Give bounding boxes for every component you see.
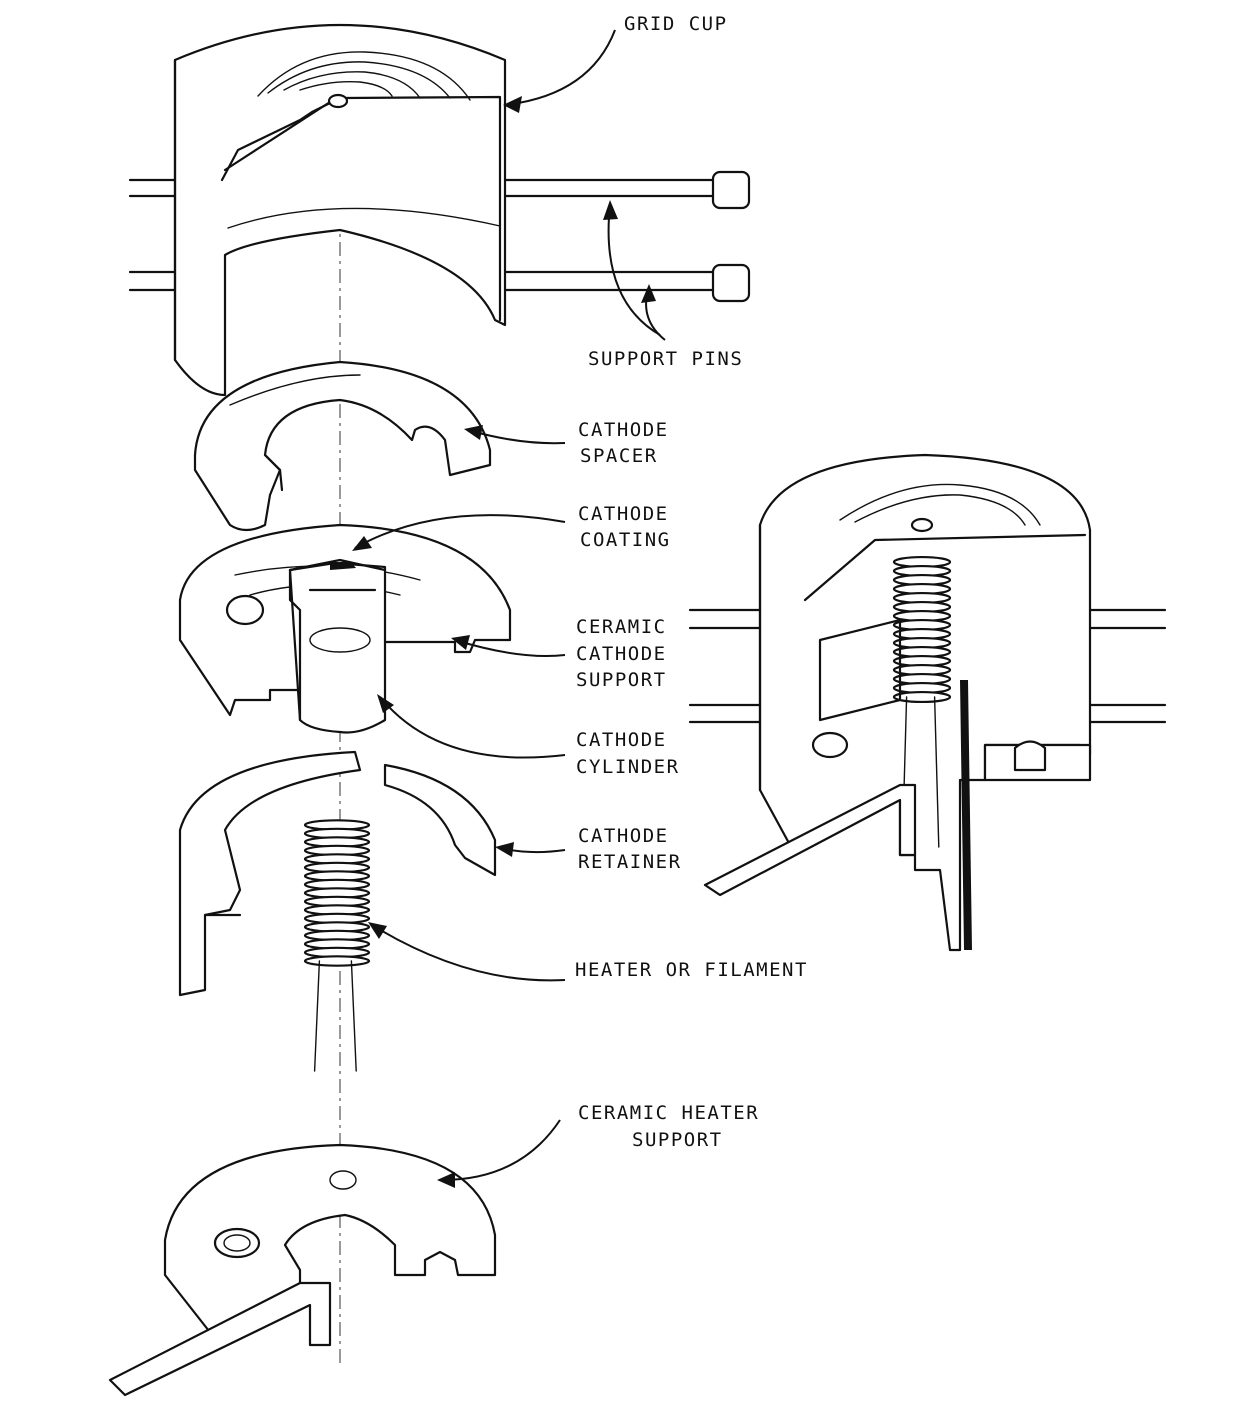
label-ceramic-cathode-support-2: CATHODE bbox=[576, 643, 667, 665]
heater-lead bbox=[313, 960, 321, 1072]
label-cathode-cylinder-1: CATHODE bbox=[576, 729, 667, 751]
label-heater-or-filament: HEATER OR FILAMENT bbox=[575, 959, 808, 981]
cathode-retainer-part bbox=[178, 750, 497, 997]
callout-arrows bbox=[352, 29, 666, 1188]
heater-lead bbox=[350, 960, 357, 1072]
label-ceramic-heater-support-2: SUPPORT bbox=[632, 1129, 723, 1151]
ceramic-heater-support-part bbox=[108, 1143, 497, 1397]
label-ceramic-cathode-support-3: SUPPORT bbox=[576, 669, 667, 691]
heater-lead bbox=[933, 696, 940, 848]
label-support-pins: SUPPORT PINS bbox=[588, 348, 743, 370]
label-cathode-cylinder-2: CYLINDER bbox=[576, 756, 680, 778]
coil-turn bbox=[303, 955, 371, 967]
coil-turn bbox=[892, 690, 952, 704]
label-cathode-coating-2: COATING bbox=[580, 529, 671, 551]
assembled-cathode-part bbox=[688, 453, 1167, 952]
label-cathode-retainer-2: RETAINER bbox=[578, 851, 682, 873]
label-cathode-spacer-1: CATHODE bbox=[578, 419, 669, 441]
label-ceramic-cathode-support-1: CERAMIC bbox=[576, 616, 667, 638]
label-ceramic-heater-support-1: CERAMIC HEATER bbox=[578, 1102, 759, 1124]
label-cathode-coating-1: CATHODE bbox=[578, 503, 669, 525]
heater-filament-part bbox=[303, 819, 371, 1072]
label-cathode-spacer-2: SPACER bbox=[580, 445, 658, 467]
cathode-spacer-part bbox=[193, 360, 492, 532]
assembled-heater-coil bbox=[892, 555, 952, 848]
ceramic-cathode-support-part bbox=[178, 523, 512, 734]
label-cathode-retainer-1: CATHODE bbox=[578, 825, 669, 847]
grid-cup-part bbox=[128, 23, 751, 397]
label-grid-cup: GRID CUP bbox=[624, 13, 728, 35]
